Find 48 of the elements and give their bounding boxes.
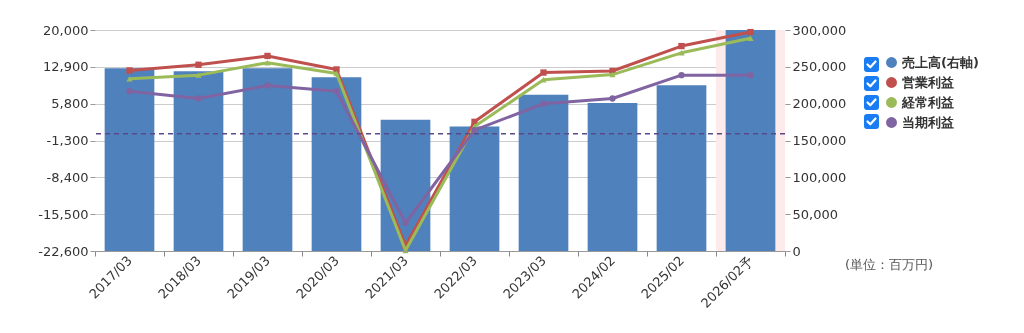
y2-tick-label: 50,000 (792, 206, 838, 222)
y-tick-label: -1,300 (46, 133, 89, 148)
point (540, 69, 547, 76)
y2-tick-label: 250,000 (792, 59, 847, 75)
point (747, 71, 754, 79)
text: (単位：百万円) (845, 256, 934, 274)
point (540, 100, 547, 107)
point (264, 82, 271, 89)
y-tick-label: 5,800 (51, 96, 89, 112)
bar (242, 68, 293, 251)
point (264, 52, 271, 60)
bar (311, 77, 362, 251)
bar (449, 126, 500, 251)
point (195, 95, 202, 102)
point (747, 28, 754, 36)
y-tick-label: -22,600 (38, 243, 89, 259)
y2-tick-label: 100,000 (792, 169, 847, 185)
point (609, 95, 616, 102)
y-tick-label: 12,900 (43, 59, 89, 75)
point (747, 35, 754, 42)
point (678, 42, 685, 50)
y2-tick-label: 150,000 (792, 133, 847, 148)
point (678, 50, 685, 56)
point (333, 88, 340, 95)
bar (587, 102, 638, 251)
legend-label: 売上高(右軸) (902, 54, 979, 70)
point (195, 61, 202, 68)
y2-tick-label: 200,000 (792, 96, 847, 112)
point (471, 126, 478, 134)
point (126, 67, 133, 74)
y-tick-label: -15,500 (38, 206, 89, 222)
point (126, 76, 133, 82)
y-tick-label: 20,000 (43, 22, 89, 38)
bar (104, 68, 155, 251)
y2-tick-label: 300,000 (792, 22, 847, 38)
bar (518, 94, 569, 251)
point (678, 71, 685, 79)
point (402, 219, 409, 227)
point (195, 72, 202, 78)
point (126, 88, 133, 95)
bar (173, 71, 224, 251)
legend-label: 当期利益 (902, 114, 954, 130)
legend-label: 経常利益 (901, 94, 954, 110)
bar (656, 85, 707, 251)
y2-tick-label: 0 (792, 243, 801, 259)
point (540, 77, 547, 83)
y-tick-label: -8,400 (46, 169, 89, 185)
legend-label: 営業利益 (902, 74, 954, 90)
